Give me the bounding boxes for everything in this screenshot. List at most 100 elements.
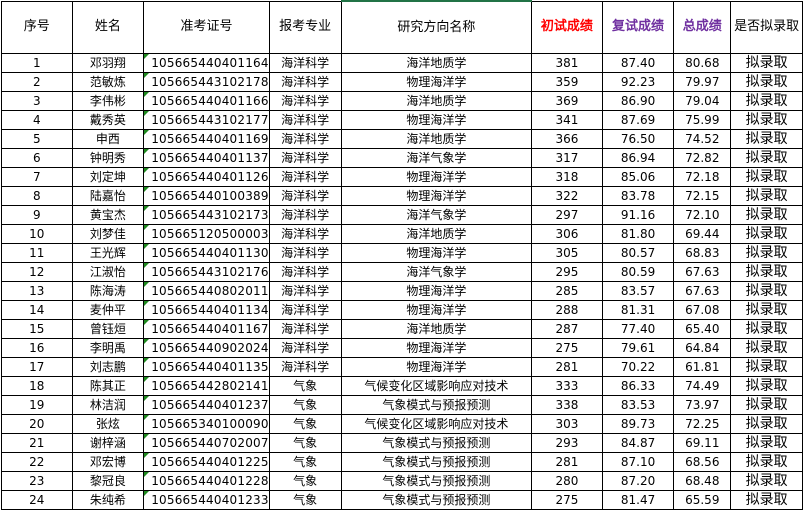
admission-status-cell[interactable]: 拟录取 [730,471,803,491]
admission-status-cell[interactable]: 拟录取 [730,224,803,244]
header-index[interactable]: 序号 [1,0,73,54]
retest-score-cell[interactable]: 85.06 [601,167,675,187]
admission-status-cell[interactable]: 拟录取 [730,357,803,377]
name-cell[interactable]: 李明禹 [71,338,145,358]
total-score-cell[interactable]: 65.59 [673,490,732,510]
total-score-cell[interactable]: 67.63 [673,262,732,282]
admission-status-cell[interactable]: 拟录取 [730,300,803,320]
index-cell[interactable]: 4 [1,110,73,130]
name-cell[interactable]: 钟明秀 [71,148,145,168]
initial-score-cell[interactable]: 281 [531,452,603,472]
name-cell[interactable]: 林洁润 [71,395,145,415]
initial-score-cell[interactable]: 305 [531,243,603,263]
header-retest-score[interactable]: 复试成绩 [601,0,675,54]
major-cell[interactable]: 海洋科学 [268,357,342,377]
major-cell[interactable]: 海洋科学 [268,110,342,130]
initial-score-cell[interactable]: 275 [531,338,603,358]
major-cell[interactable]: 海洋科学 [268,186,342,206]
index-cell[interactable]: 24 [1,490,73,510]
major-cell[interactable]: 海洋科学 [268,300,342,320]
retest-score-cell[interactable]: 86.33 [601,376,675,396]
initial-score-cell[interactable]: 322 [531,186,603,206]
exam-id-cell[interactable]: 105665443102177 [143,110,270,130]
index-cell[interactable]: 15 [1,319,73,339]
index-cell[interactable]: 10 [1,224,73,244]
research-direction-cell[interactable]: 物理海洋学 [340,167,533,187]
admission-status-cell[interactable]: 拟录取 [730,243,803,263]
initial-score-cell[interactable]: 359 [531,72,603,92]
research-direction-cell[interactable]: 海洋气象学 [340,205,533,225]
research-direction-cell[interactable]: 物理海洋学 [340,281,533,301]
name-cell[interactable]: 曾钰烜 [71,319,145,339]
major-cell[interactable]: 海洋科学 [268,243,342,263]
retest-score-cell[interactable]: 89.73 [601,414,675,434]
index-cell[interactable]: 1 [1,53,73,73]
total-score-cell[interactable]: 68.56 [673,452,732,472]
name-cell[interactable]: 刘定坤 [71,167,145,187]
name-cell[interactable]: 邓羽翔 [71,53,145,73]
exam-id-cell[interactable]: 105665440401166 [143,91,270,111]
index-cell[interactable]: 20 [1,414,73,434]
retest-score-cell[interactable]: 83.57 [601,281,675,301]
major-cell[interactable]: 气象 [268,471,342,491]
retest-score-cell[interactable]: 84.87 [601,433,675,453]
admission-status-cell[interactable]: 拟录取 [730,433,803,453]
name-cell[interactable]: 江淑怡 [71,262,145,282]
header-major[interactable]: 报考专业 [268,0,342,54]
header-research-direction[interactable]: 研究方向名称 [340,0,533,54]
major-cell[interactable]: 气象 [268,376,342,396]
index-cell[interactable]: 19 [1,395,73,415]
research-direction-cell[interactable]: 海洋气象学 [340,262,533,282]
admission-status-cell[interactable]: 拟录取 [730,414,803,434]
index-cell[interactable]: 23 [1,471,73,491]
major-cell[interactable]: 海洋科学 [268,338,342,358]
initial-score-cell[interactable]: 381 [531,53,603,73]
index-cell[interactable]: 11 [1,243,73,263]
index-cell[interactable]: 18 [1,376,73,396]
name-cell[interactable]: 黄宝杰 [71,205,145,225]
name-cell[interactable]: 邓宏博 [71,452,145,472]
major-cell[interactable]: 气象 [268,414,342,434]
research-direction-cell[interactable]: 海洋气象学 [340,148,533,168]
initial-score-cell[interactable]: 280 [531,471,603,491]
major-cell[interactable]: 海洋科学 [268,319,342,339]
total-score-cell[interactable]: 64.84 [673,338,732,358]
initial-score-cell[interactable]: 317 [531,148,603,168]
research-direction-cell[interactable]: 气象模式与预报预测 [340,395,533,415]
retest-score-cell[interactable]: 79.61 [601,338,675,358]
major-cell[interactable]: 气象 [268,395,342,415]
major-cell[interactable]: 海洋科学 [268,148,342,168]
admission-status-cell[interactable]: 拟录取 [730,72,803,92]
name-cell[interactable]: 范敏炼 [71,72,145,92]
major-cell[interactable]: 海洋科学 [268,262,342,282]
admission-status-cell[interactable]: 拟录取 [730,319,803,339]
major-cell[interactable]: 气象 [268,490,342,510]
major-cell[interactable]: 海洋科学 [268,91,342,111]
total-score-cell[interactable]: 68.48 [673,471,732,491]
retest-score-cell[interactable]: 92.23 [601,72,675,92]
name-cell[interactable]: 朱纯希 [71,490,145,510]
exam-id-cell[interactable]: 105665440401164 [143,53,270,73]
initial-score-cell[interactable]: 366 [531,129,603,149]
exam-id-cell[interactable]: 105665440401130 [143,243,270,263]
initial-score-cell[interactable]: 281 [531,357,603,377]
name-cell[interactable]: 刘梦佳 [71,224,145,244]
name-cell[interactable]: 谢梓涵 [71,433,145,453]
research-direction-cell[interactable]: 物理海洋学 [340,72,533,92]
exam-id-cell[interactable]: 105665440401137 [143,148,270,168]
admission-status-cell[interactable]: 拟录取 [730,376,803,396]
total-score-cell[interactable]: 79.04 [673,91,732,111]
exam-id-cell[interactable]: 105665440401237 [143,395,270,415]
research-direction-cell[interactable]: 气象模式与预报预测 [340,490,533,510]
major-cell[interactable]: 海洋科学 [268,224,342,244]
initial-score-cell[interactable]: 287 [531,319,603,339]
retest-score-cell[interactable]: 87.10 [601,452,675,472]
index-cell[interactable]: 9 [1,205,73,225]
admission-status-cell[interactable]: 拟录取 [730,205,803,225]
exam-id-cell[interactable]: 105665440802011 [143,281,270,301]
total-score-cell[interactable]: 69.11 [673,433,732,453]
major-cell[interactable]: 海洋科学 [268,167,342,187]
admission-status-cell[interactable]: 拟录取 [730,395,803,415]
name-cell[interactable]: 刘志鹏 [71,357,145,377]
initial-score-cell[interactable]: 338 [531,395,603,415]
